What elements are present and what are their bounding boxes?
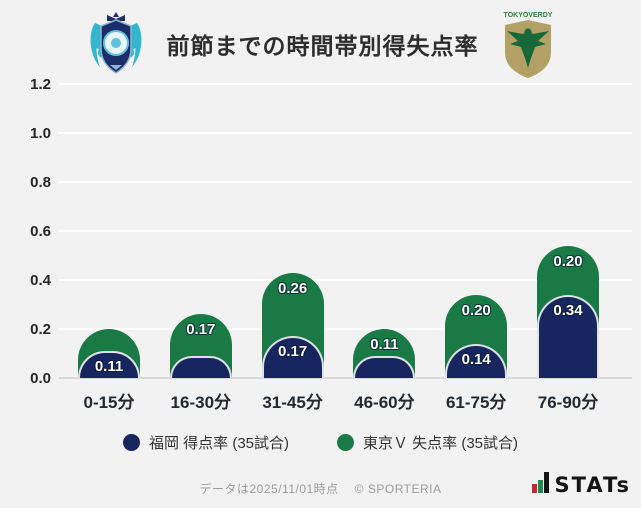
tokyo-verdy-legend-label: 東京Ｖ 失点率 (35試合) [363, 435, 519, 452]
x-label-1: 0-15分 [83, 393, 135, 412]
bar-group-4: 0.11 [353, 84, 416, 378]
avispa-fukuoka-crest-icon [90, 12, 141, 74]
copyright: © SPORTERIA [354, 482, 442, 496]
x-axis-labels: 0-15分 16-30分 31-45分 46-60分 61-75分 76-90分 [59, 384, 632, 418]
bar-group-2: 0.17 [169, 84, 232, 378]
stats-wordmark: STATs [554, 473, 631, 497]
x-label-5: 61-75分 [445, 393, 507, 412]
y-tick-1.0: 1.0 [30, 125, 51, 142]
tokyo-verdy-value-label: 0.20 [461, 302, 491, 319]
fukuoka-bar-segment: 0.34 [537, 295, 599, 378]
header: 前節までの時間帯別得失点率 TOKYOVERDY [0, 0, 641, 84]
verdy-crest-text: TOKYOVERDY [503, 12, 552, 19]
data-date-note: データは2025/11/01時点 [199, 482, 339, 496]
y-tick-0.0: 0.0 [30, 370, 51, 387]
y-tick-0.6: 0.6 [30, 223, 51, 240]
page-title: 前節までの時間帯別得失点率 [166, 33, 479, 59]
footer: データは2025/11/01時点 © SPORTERIA STATs [0, 472, 641, 500]
y-tick-0.2: 0.2 [30, 321, 51, 338]
y-tick-0.8: 0.8 [30, 174, 51, 191]
gridline-0.8 [59, 181, 632, 183]
fukuoka-legend-label: 福岡 得点率 (35試合) [148, 435, 289, 452]
fukuoka-value-label: 0.14 [461, 351, 491, 368]
tokyo-verdy-value-label: 0.26 [277, 280, 308, 297]
fukuoka-bar-segment: 0.11 [78, 351, 140, 378]
bar-group-1: 0.11 [78, 84, 140, 378]
legend-item-fukuoka: 福岡 得点率 (35試合) [122, 432, 289, 453]
legend: 福岡 得点率 (35試合) 東京Ｖ 失点率 (35試合) [0, 432, 641, 453]
fukuoka-bar-segment: 0.17 [261, 336, 324, 378]
fukuoka-value-label: 0.17 [277, 343, 308, 360]
gridline-0.6 [59, 230, 632, 232]
tokyo-verdy-value-label: 0.20 [553, 253, 583, 270]
gridline-1.2 [59, 83, 632, 85]
x-label-2: 16-30分 [170, 393, 232, 412]
gridline-1.0 [59, 132, 632, 134]
bar-group-6: 0.20 0.34 [537, 84, 599, 378]
plot-area: 0.0 0.2 0.4 0.6 0.8 1.0 1.2 0.11 0.17 0.26 0.17 0.1… [30, 76, 632, 387]
fukuoka-value-label: 0.11 [94, 358, 124, 375]
gridline-0.2 [59, 328, 632, 330]
tokyo-verdy-value-label: 0.17 [186, 321, 216, 338]
gridline-0.4 [59, 279, 632, 281]
tokyo-verdy-value-label: 0.11 [370, 336, 399, 353]
x-label-3: 31-45分 [262, 393, 323, 412]
stats-bars-icon [531, 472, 549, 496]
stats-logo: STATs [531, 472, 631, 497]
bar-group-3: 0.26 0.17 [261, 84, 324, 378]
tokyo-verdy-crest-icon: TOKYOVERDY [503, 12, 552, 78]
y-tick-1.2: 1.2 [30, 76, 51, 93]
bar-group-5: 0.20 0.14 [445, 84, 508, 378]
footer-note: データは2025/11/01時点 © SPORTERIA [0, 480, 641, 497]
fukuoka-bar-segment [169, 356, 232, 378]
fukuoka-value-label: 0.34 [553, 302, 583, 319]
x-label-4: 46-60分 [354, 393, 415, 412]
x-label-6: 76-90分 [537, 393, 599, 412]
tokyo-verdy-legend-dot-icon [337, 434, 354, 451]
fukuoka-legend-dot-icon [122, 434, 140, 451]
y-tick-0.4: 0.4 [30, 272, 51, 289]
x-axis-line [59, 377, 632, 379]
legend-item-tokyo-verdy: 東京Ｖ 失点率 (35試合) [337, 432, 518, 453]
